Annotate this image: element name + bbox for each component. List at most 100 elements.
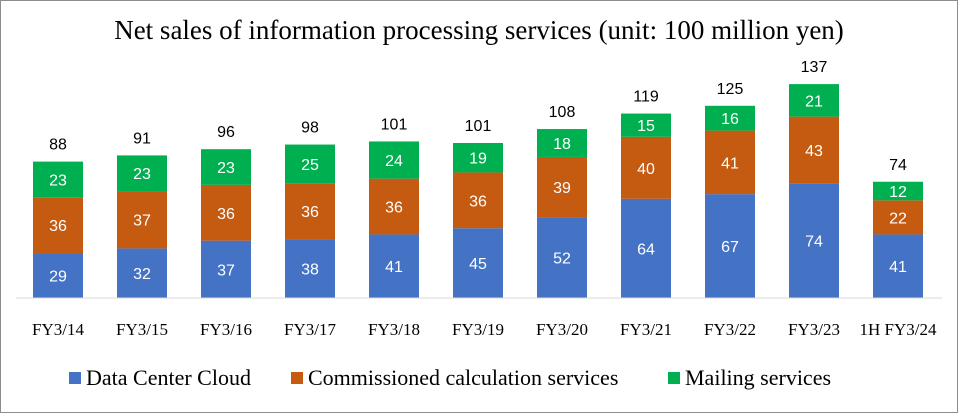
data-label-data-center-cloud: 29 bbox=[49, 269, 67, 286]
total-label: 74 bbox=[889, 157, 907, 174]
bar-segment-data-center-cloud bbox=[453, 228, 503, 298]
data-label-mailing-services: 23 bbox=[49, 172, 67, 189]
data-label-data-center-cloud: 38 bbox=[301, 262, 319, 279]
data-label-commissioned-calculation-services: 41 bbox=[721, 155, 739, 172]
legend-label-commissioned-calculation-services: Commissioned calculation services bbox=[308, 365, 618, 390]
bar-segment-data-center-cloud bbox=[117, 248, 167, 298]
bar-segment-data-center-cloud bbox=[201, 240, 251, 298]
bar-segment-data-center-cloud bbox=[33, 253, 83, 298]
bar-segment-commissioned-calculation-services bbox=[453, 172, 503, 229]
legend-swatch-mailing-services bbox=[668, 372, 680, 384]
bar-segment-mailing-services bbox=[285, 144, 335, 184]
data-label-commissioned-calculation-services: 39 bbox=[553, 180, 571, 197]
data-label-data-center-cloud: 32 bbox=[133, 266, 151, 283]
legend-swatch-commissioned-calculation-services bbox=[291, 372, 303, 384]
total-label: 108 bbox=[549, 104, 576, 121]
data-label-data-center-cloud: 41 bbox=[889, 259, 907, 276]
x-tick-label: FY3/20 bbox=[536, 320, 588, 339]
bar-segment-mailing-services bbox=[621, 113, 671, 137]
data-label-commissioned-calculation-services: 36 bbox=[217, 206, 235, 223]
bar-segment-commissioned-calculation-services bbox=[621, 136, 671, 199]
total-label: 96 bbox=[217, 124, 235, 141]
bar-segment-data-center-cloud bbox=[621, 198, 671, 298]
bar-segment-commissioned-calculation-services bbox=[117, 191, 167, 249]
legend: Data Center Cloud Commissioned calculatio… bbox=[69, 365, 831, 390]
total-label: 119 bbox=[633, 89, 659, 106]
data-label-data-center-cloud: 64 bbox=[637, 241, 655, 258]
chart-title: Net sales of information processing serv… bbox=[114, 15, 844, 45]
bars-layer: 29 36 23 88 32 37 23 91 37 36 23 96 38 36 25 98 41 36 24 10… bbox=[33, 59, 923, 298]
bar-segment-commissioned-calculation-services bbox=[873, 200, 923, 235]
bar-segment-commissioned-calculation-services bbox=[705, 130, 755, 195]
bar-segment-data-center-cloud bbox=[369, 234, 419, 298]
data-label-data-center-cloud: 67 bbox=[721, 239, 739, 256]
bar-segment-mailing-services bbox=[201, 149, 251, 185]
bar-segment-data-center-cloud bbox=[705, 194, 755, 298]
bar-segment-mailing-services bbox=[537, 129, 587, 157]
bar-segment-commissioned-calculation-services bbox=[285, 183, 335, 240]
x-tick-label: FY3/23 bbox=[788, 320, 840, 339]
x-tick-label: FY3/19 bbox=[452, 320, 504, 339]
data-label-commissioned-calculation-services: 36 bbox=[385, 200, 403, 217]
total-label: 91 bbox=[133, 130, 151, 147]
x-axis-tick-labels: FY3/14 FY3/15 FY3/16 FY3/17 FY3/18 FY3/19 FY3/… bbox=[32, 320, 937, 339]
data-label-mailing-services: 25 bbox=[301, 157, 319, 174]
bar-segment-mailing-services bbox=[453, 143, 503, 173]
data-label-commissioned-calculation-services: 37 bbox=[133, 213, 151, 230]
bar-segment-data-center-cloud bbox=[873, 234, 923, 298]
legend-swatch-data-center-cloud bbox=[69, 372, 81, 384]
bar-segment-mailing-services bbox=[117, 155, 167, 192]
data-label-data-center-cloud: 52 bbox=[553, 251, 571, 268]
data-label-mailing-services: 19 bbox=[469, 151, 487, 168]
legend-label-data-center-cloud: Data Center Cloud bbox=[86, 365, 251, 390]
x-tick-label: FY3/16 bbox=[200, 320, 252, 339]
x-tick-label: FY3/21 bbox=[620, 320, 672, 339]
data-label-mailing-services: 23 bbox=[133, 166, 151, 183]
data-label-mailing-services: 16 bbox=[721, 111, 739, 128]
bar-segment-mailing-services bbox=[369, 141, 419, 179]
total-label: 125 bbox=[717, 81, 744, 98]
total-label: 101 bbox=[381, 116, 408, 133]
x-tick-label: 1H FY3/24 bbox=[860, 320, 937, 339]
bar-segment-mailing-services bbox=[705, 105, 755, 131]
data-label-commissioned-calculation-services: 22 bbox=[889, 210, 907, 227]
bar-segment-mailing-services bbox=[789, 84, 839, 117]
x-tick-label: FY3/15 bbox=[116, 320, 168, 339]
data-label-data-center-cloud: 74 bbox=[805, 234, 823, 251]
bar-segment-data-center-cloud bbox=[789, 183, 839, 298]
data-label-data-center-cloud: 41 bbox=[385, 259, 403, 276]
bar-segment-commissioned-calculation-services bbox=[537, 156, 587, 218]
data-label-commissioned-calculation-services: 36 bbox=[49, 218, 67, 235]
data-label-data-center-cloud: 45 bbox=[469, 256, 487, 273]
bar-segment-mailing-services bbox=[33, 161, 83, 198]
bar-segment-commissioned-calculation-services bbox=[201, 184, 251, 241]
data-label-mailing-services: 12 bbox=[889, 184, 907, 201]
data-label-data-center-cloud: 37 bbox=[217, 262, 235, 279]
bar-segment-mailing-services bbox=[873, 181, 923, 201]
x-tick-label: FY3/14 bbox=[32, 320, 84, 339]
data-label-mailing-services: 21 bbox=[805, 93, 823, 110]
bar-segment-commissioned-calculation-services bbox=[789, 116, 839, 184]
bar-segment-data-center-cloud bbox=[537, 217, 587, 298]
data-label-mailing-services: 23 bbox=[217, 160, 235, 177]
bar-segment-commissioned-calculation-services bbox=[33, 197, 83, 254]
total-label: 98 bbox=[301, 120, 319, 137]
data-label-mailing-services: 15 bbox=[637, 118, 655, 135]
data-label-mailing-services: 24 bbox=[385, 153, 403, 170]
data-label-commissioned-calculation-services: 36 bbox=[301, 204, 319, 221]
total-label: 88 bbox=[49, 137, 67, 154]
bar-segment-commissioned-calculation-services bbox=[369, 178, 419, 235]
legend-label-mailing-services: Mailing services bbox=[685, 365, 831, 390]
x-tick-label: FY3/17 bbox=[284, 320, 336, 339]
data-label-commissioned-calculation-services: 36 bbox=[469, 193, 487, 210]
data-label-mailing-services: 18 bbox=[553, 136, 571, 153]
data-label-commissioned-calculation-services: 40 bbox=[637, 161, 655, 178]
total-label: 137 bbox=[801, 59, 828, 76]
x-tick-label: FY3/22 bbox=[704, 320, 756, 339]
data-label-commissioned-calculation-services: 43 bbox=[805, 143, 823, 160]
bar-segment-data-center-cloud bbox=[285, 239, 335, 298]
total-label: 101 bbox=[465, 118, 492, 135]
x-tick-label: FY3/18 bbox=[368, 320, 420, 339]
